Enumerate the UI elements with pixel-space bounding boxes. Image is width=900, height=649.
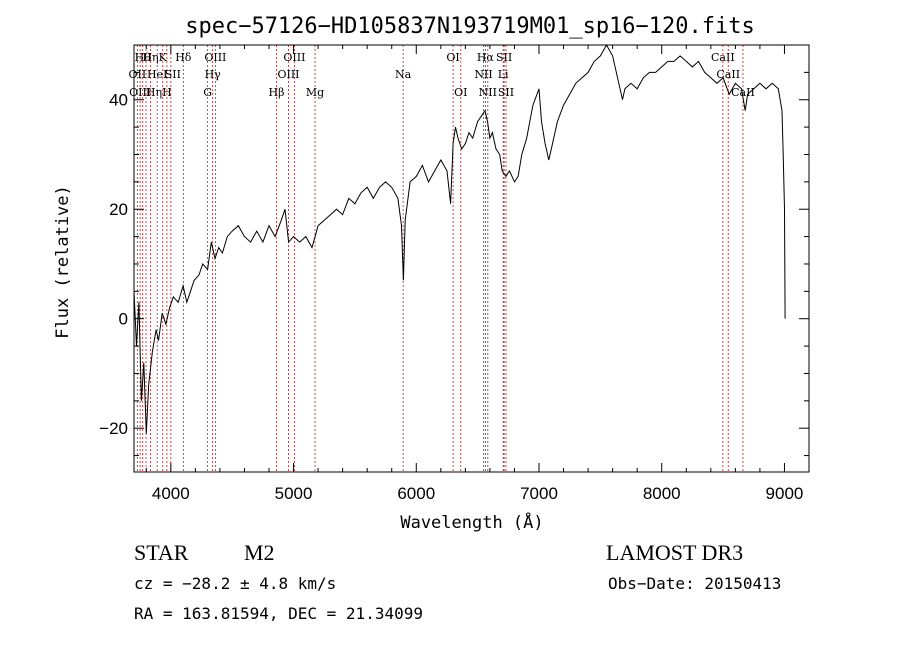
line-label: CaII — [716, 68, 740, 81]
y-tick-label: 20 — [109, 200, 128, 219]
line-label: SII — [498, 86, 514, 99]
spectral-line-markers — [136, 45, 744, 472]
x-tick-label: 5000 — [275, 484, 313, 503]
redshift-velocity: cz = −28.2 ± 4.8 km/s — [134, 574, 337, 593]
y-tick-label: 40 — [109, 91, 128, 110]
y-tick-label: 0 — [119, 310, 128, 329]
x-axis-label: Wavelength (Å) — [400, 511, 543, 533]
line-label: OIII — [204, 51, 226, 64]
line-label: OIII — [283, 51, 305, 64]
line-label: CaII — [711, 51, 735, 64]
sky-coordinates: RA = 163.81594, DEC = 21.34099 — [134, 604, 423, 623]
line-label: Hα — [477, 51, 495, 64]
line-label: HeI — [147, 68, 167, 81]
line-label: CaII — [731, 86, 755, 99]
line-label: Hγ — [205, 68, 222, 81]
line-label: OI — [454, 86, 467, 99]
line-label: OIII — [277, 68, 299, 81]
object-subclass: M2 — [244, 540, 275, 565]
line-label: Hδ — [175, 51, 192, 64]
survey-name: LAMOST DR3 — [606, 540, 744, 565]
axis-tick-labels: 4000 5000 6000 7000 8000 9000 −20 0 20 40 — [99, 91, 803, 503]
line-label: Na — [395, 68, 412, 81]
line-label: Mg — [306, 86, 324, 99]
line-label: Hθ — [135, 51, 152, 64]
y-axis-label: Flux (relative) — [53, 185, 73, 339]
line-label: OIII — [129, 86, 151, 99]
x-tick-label: 6000 — [397, 484, 435, 503]
line-label: NII — [479, 86, 497, 99]
line-label: Hη — [142, 51, 158, 64]
line-label: Hη — [146, 86, 162, 99]
spectral-line-labels: OIIOIIIHθHηHηHeIKHSIIHδGHγOIIIHβOIIIOIII… — [128, 51, 754, 99]
x-tick-label: 9000 — [766, 484, 804, 503]
line-label: OI — [446, 51, 459, 64]
observation-date: Obs−Date: 20150413 — [608, 574, 782, 593]
line-label: G — [203, 86, 212, 99]
line-label: OII — [128, 68, 146, 81]
line-label: SII — [496, 51, 512, 64]
line-label: SII — [165, 68, 181, 81]
plot-frame — [133, 44, 810, 473]
y-tick-label: −20 — [99, 419, 128, 438]
x-tick-label: 4000 — [152, 484, 190, 503]
spectrum-series-line — [133, 43, 786, 434]
line-label: K — [159, 51, 168, 64]
x-tick-label: 7000 — [520, 484, 558, 503]
axis-ticks — [134, 44, 810, 472]
chart-title: spec−57126−HD105837N193719M01_sp16−120.f… — [185, 14, 755, 39]
line-label: Hβ — [269, 86, 285, 99]
x-tick-label: 8000 — [643, 484, 681, 503]
line-label: H — [162, 86, 172, 99]
line-label: NII — [474, 68, 492, 81]
line-label: Li — [498, 68, 509, 81]
object-class: STAR — [134, 540, 189, 565]
